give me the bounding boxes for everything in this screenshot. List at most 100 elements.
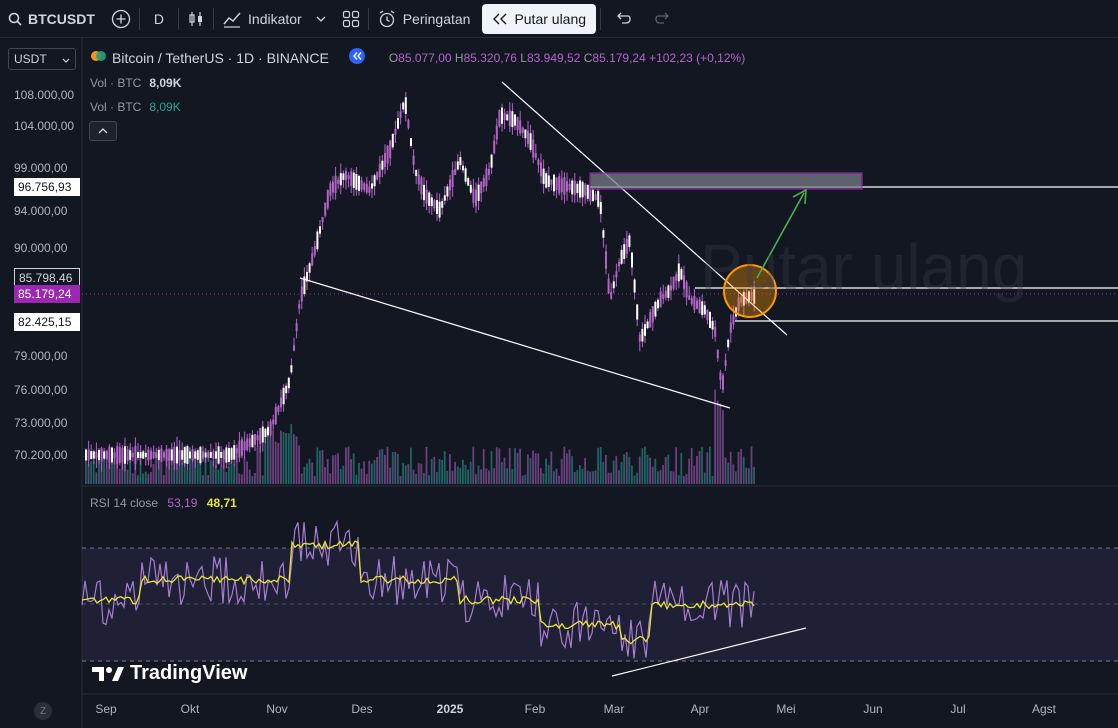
redo-button[interactable] xyxy=(645,0,681,38)
volume-bar xyxy=(667,454,670,484)
volume-bar xyxy=(696,455,698,484)
replay-button[interactable]: Putar ulang xyxy=(482,3,597,34)
volume-bar xyxy=(321,449,324,484)
volume-bar xyxy=(371,463,373,484)
volume-bar xyxy=(589,471,592,484)
alerts-label: Peringatan xyxy=(402,10,471,27)
symbol-search[interactable]: BTCUSDT xyxy=(0,0,103,38)
candle-body xyxy=(729,322,732,333)
volume-bar xyxy=(391,452,394,484)
volume-bar xyxy=(657,471,659,484)
volume-bar xyxy=(550,451,553,484)
candle-body xyxy=(168,449,171,461)
candle-body xyxy=(430,197,433,207)
candle-body xyxy=(306,271,308,282)
currency-select[interactable]: USDT xyxy=(8,48,76,70)
candle-body xyxy=(321,216,324,223)
time-tick: Jul xyxy=(950,702,966,716)
rsi-label: RSI 14 close xyxy=(90,496,159,510)
volume-bar xyxy=(467,469,469,484)
volume-bar xyxy=(727,462,729,484)
candle-body xyxy=(599,201,602,215)
candle-body xyxy=(350,171,353,187)
volume-bar xyxy=(142,473,144,484)
interval-button[interactable]: D xyxy=(140,0,178,38)
candle-body xyxy=(638,334,641,342)
trendline-lower xyxy=(299,277,731,409)
volume-bar xyxy=(459,467,462,484)
high-key: H xyxy=(454,50,464,65)
candle-body xyxy=(412,155,415,165)
candle-body xyxy=(456,161,459,170)
volume-bar xyxy=(651,466,654,484)
candle-body xyxy=(150,450,152,460)
candle-body xyxy=(376,171,379,180)
candle-body xyxy=(727,339,730,348)
volume-bar xyxy=(425,446,428,484)
candle-body xyxy=(545,173,548,188)
collapse-legend-button[interactable] xyxy=(89,121,117,141)
alerts-button[interactable]: Peringatan xyxy=(369,0,479,38)
search-icon xyxy=(8,12,22,26)
candle-body xyxy=(581,181,584,198)
chart-title[interactable]: Bitcoin / TetherUS · 1D · BINANCE xyxy=(112,49,329,66)
candle-body xyxy=(92,451,95,459)
candle-body xyxy=(243,441,246,451)
indicators-button[interactable]: Indikator xyxy=(214,0,334,38)
volume-bar xyxy=(326,459,329,484)
volume-bar xyxy=(420,463,423,484)
rsi-legend[interactable]: RSI 14 close 53,19 48,71 xyxy=(90,496,237,510)
top-toolbar: BTCUSDT D Indikator Peringatan xyxy=(0,0,1118,38)
time-tick: 2025 xyxy=(436,702,464,716)
compare-button[interactable] xyxy=(103,0,139,38)
undo-button[interactable] xyxy=(601,0,645,38)
time-tick: Des xyxy=(351,702,373,716)
chart-type-button[interactable] xyxy=(179,0,213,38)
volume-bar xyxy=(745,467,748,484)
candle-body xyxy=(438,201,441,218)
volume-bar xyxy=(599,446,602,484)
chevron-down-icon xyxy=(62,52,70,66)
candle-body xyxy=(267,427,269,436)
candle-body xyxy=(641,328,644,342)
volume-bar xyxy=(501,462,503,484)
volume-bar xyxy=(670,471,672,484)
zoom-button[interactable]: Z xyxy=(34,702,52,720)
candle-body xyxy=(248,438,251,447)
grid-layout-icon xyxy=(342,10,360,28)
candle-body xyxy=(209,452,212,458)
volume-bar xyxy=(753,466,755,484)
volume-bar xyxy=(638,456,641,484)
volume-bar xyxy=(553,471,555,484)
tradingview-wordmark: TradingView xyxy=(130,662,248,684)
candle-body xyxy=(217,446,220,464)
price-tick: 94.000,00 xyxy=(14,204,68,218)
volume-bar xyxy=(85,462,87,484)
volume-bar xyxy=(397,454,399,484)
candle-body xyxy=(521,127,524,133)
volume-bar xyxy=(126,469,129,484)
candle-body xyxy=(215,451,217,459)
indicators-label: Indikator xyxy=(248,10,302,27)
volume-bar xyxy=(324,467,326,484)
candle-body xyxy=(584,184,587,196)
time-tick: Okt xyxy=(180,702,200,716)
volume-bar xyxy=(178,456,181,484)
volume-bar xyxy=(449,453,451,484)
volume-label: Vol · BTC xyxy=(90,76,142,90)
candle-body xyxy=(381,160,384,170)
layouts-button[interactable] xyxy=(334,0,368,38)
volume-bar xyxy=(534,453,537,484)
candle-body xyxy=(446,186,449,197)
candle-body xyxy=(558,176,561,194)
candle-body xyxy=(352,172,355,188)
candle-body xyxy=(724,360,727,366)
volume-bar xyxy=(308,458,311,484)
candle-body xyxy=(108,446,111,464)
candle-body xyxy=(228,448,230,462)
volume-bar xyxy=(508,447,511,484)
replay-indicator-icon[interactable] xyxy=(348,48,365,67)
volume-bar xyxy=(737,451,740,484)
volume-bar xyxy=(423,473,425,484)
